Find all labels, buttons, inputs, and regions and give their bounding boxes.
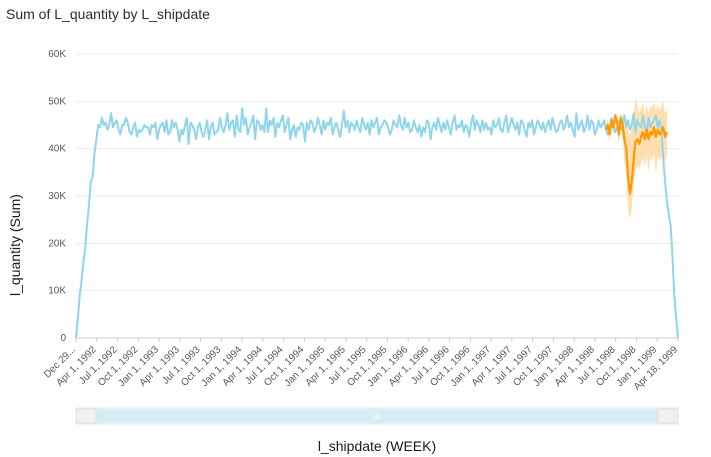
y-tick-label: 50K: [48, 96, 66, 107]
series-lines: [75, 107, 679, 339]
series-line-actual: [75, 107, 679, 339]
scrollbar-grip-icon[interactable]: ≡: [374, 412, 380, 423]
scrollbar-right-handle[interactable]: [657, 408, 679, 424]
y-tick-label: 40K: [48, 144, 66, 155]
y-tick-label: 10K: [48, 286, 66, 297]
y-axis-ticks: 0 10K 20K 30K 40K 50K 60K: [48, 49, 66, 344]
scrollbar-thumb[interactable]: [94, 409, 660, 423]
chart-title: Sum of L_quantity by L_shipdate: [6, 6, 210, 22]
scrollbar-left-handle[interactable]: [75, 408, 97, 424]
x-axis-title: l_shipdate (WEEK): [318, 438, 436, 454]
series-line-forecast: [604, 114, 668, 195]
y-tick-label: 60K: [48, 49, 66, 60]
y-tick-label: 30K: [48, 191, 66, 202]
y-tick-label: 20K: [48, 238, 66, 249]
zoom-scrollbar[interactable]: ≡: [75, 407, 679, 425]
y-tick-label: 0: [60, 333, 66, 344]
y-axis-title: l_quantity (Sum): [7, 194, 23, 296]
gridlines: [76, 53, 678, 292]
